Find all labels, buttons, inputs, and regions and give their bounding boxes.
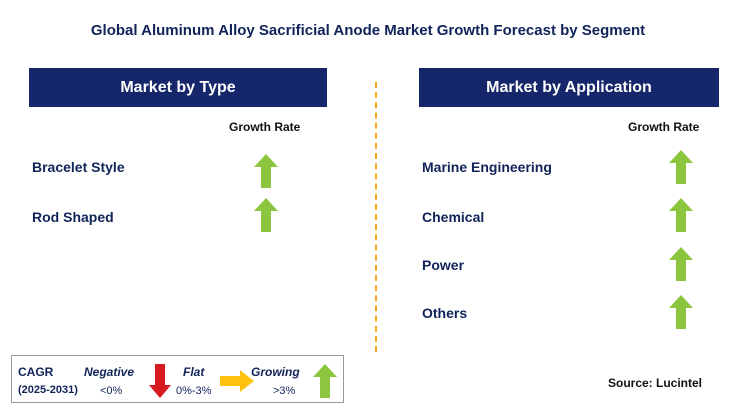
market-by-type-title: Market by Type xyxy=(120,78,236,96)
center-divider xyxy=(375,82,377,352)
up-arrow-icon xyxy=(669,198,693,232)
legend-growing-value: >3% xyxy=(273,385,296,397)
legend-cagr-label: CAGR xyxy=(18,365,54,379)
segment-others: Others xyxy=(422,305,468,321)
market-by-application-header: Market by Application xyxy=(419,68,719,107)
up-arrow-icon xyxy=(669,247,693,281)
up-arrow-icon xyxy=(313,364,337,398)
market-by-type-header: Market by Type xyxy=(29,68,327,107)
legend-flat-value: 0%-3% xyxy=(176,385,212,397)
down-arrow-icon xyxy=(149,364,171,398)
page-title: Global Aluminum Alloy Sacrificial Anode … xyxy=(90,22,646,39)
legend-flat-title: Flat xyxy=(183,365,205,379)
application-growth-rate-label: Growth Rate xyxy=(628,120,700,134)
up-arrow-icon xyxy=(254,154,278,188)
legend-negative-value: <0% xyxy=(100,385,123,397)
segment-marine-engineering: Marine Engineering xyxy=(422,159,552,175)
segment-chemical: Chemical xyxy=(422,209,485,225)
market-by-application-title: Market by Application xyxy=(486,78,652,96)
legend-period: (2025-2031) xyxy=(18,384,78,396)
type-growth-rate-label: Growth Rate xyxy=(229,120,301,134)
legend-growing-title: Growing xyxy=(251,365,300,379)
legend-negative-title: Negative xyxy=(84,365,135,379)
segment-rod-shaped: Rod Shaped xyxy=(32,209,114,225)
up-arrow-icon xyxy=(669,150,693,184)
up-arrow-icon xyxy=(669,295,693,329)
source-note: Source: Lucintel xyxy=(608,376,703,390)
segment-bracelet-style: Bracelet Style xyxy=(32,159,125,175)
cagr-legend: CAGR (2025-2031) Negative <0% Flat 0%-3%… xyxy=(11,355,344,403)
up-arrow-icon xyxy=(254,198,278,232)
right-arrow-icon xyxy=(220,370,254,392)
segment-power: Power xyxy=(422,257,465,273)
